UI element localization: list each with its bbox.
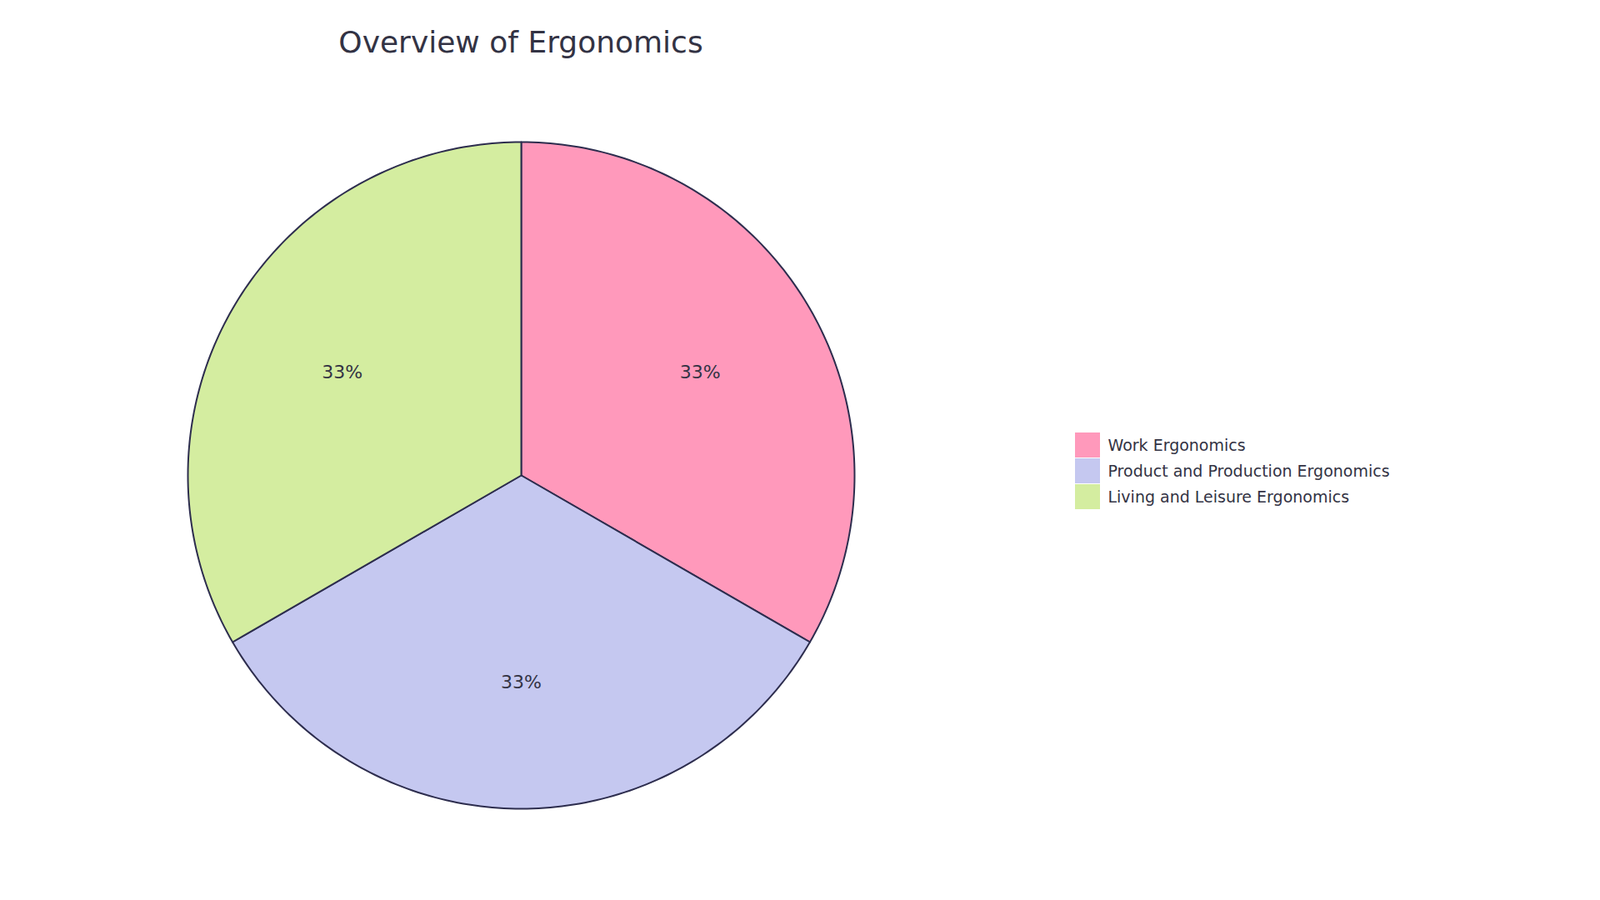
- html-text:Work Ergonomics: Work Ergonomics: [1107, 435, 1246, 454]
- svg-text:33%: 33%: [680, 361, 721, 383]
- html-text:Product and Production Ergonom: Product and Production Ergonomics: [1107, 461, 1390, 480]
- html-text:Living and Leisure Ergonomics: Living and Leisure Ergonomics: [1107, 487, 1350, 506]
- svg-text:33%: 33%: [321, 361, 363, 383]
- html-text:Overview of Ergonomics: Overview of Ergonomics: [338, 25, 704, 60]
- svg-text:33%: 33%: [500, 671, 542, 693]
